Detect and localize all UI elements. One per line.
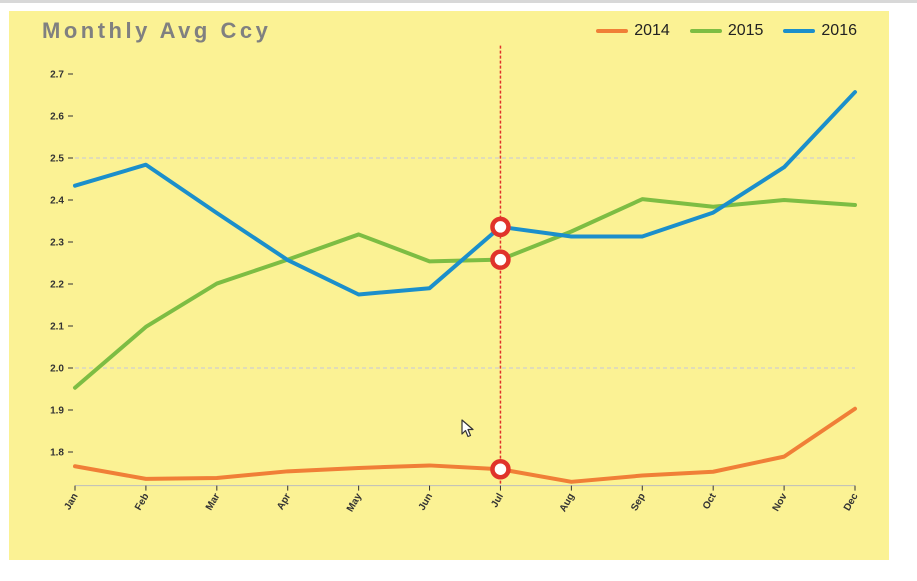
x-tick-label-jun: Jun [417, 492, 435, 513]
y-tick-label-4: 2.2 [50, 280, 64, 291]
x-tick-label-sep: Sep [629, 492, 648, 513]
y-tick-label-5: 2.3 [50, 238, 64, 249]
hover-marker-2016 [490, 216, 511, 238]
y-tick-label-0: 1.8 [50, 448, 64, 459]
x-tick-label-mar: Mar [204, 492, 222, 513]
legend-label-2016: 2016 [821, 22, 857, 39]
x-tick-label-oct: Oct [701, 491, 719, 512]
legend-swatch-2016 [783, 29, 816, 33]
y-tick-label-9: 2.7 [50, 70, 64, 81]
x-tick-label-nov: Nov [771, 491, 790, 513]
legend-swatch-2015 [689, 29, 722, 33]
x-tick-label-jul: Jul [489, 491, 506, 509]
x-tick-label-feb: Feb [133, 492, 151, 513]
y-tick-label-8: 2.6 [50, 112, 64, 123]
hover-marker-2015 [490, 249, 511, 270]
legend-item-2016[interactable]: 2016 [783, 22, 857, 40]
legend: 2014 2015 2016 [576, 22, 857, 40]
x-tick-label-may: May [345, 491, 364, 514]
hover-marker-2014 [490, 458, 511, 480]
top-border [0, 0, 917, 3]
x-tick-label-dec: Dec [842, 491, 861, 513]
x-tick-label-jan: Jan [62, 492, 80, 512]
y-tick-label-2: 2.0 [50, 364, 64, 375]
mouse-pointer-icon [461, 419, 474, 438]
chart-title: Monthly Avg Ccy [42, 18, 272, 43]
x-tick-label-apr: Apr [275, 492, 293, 513]
legend-item-2015[interactable]: 2015 [689, 22, 764, 40]
series-line-2015 [73, 197, 857, 390]
legend-swatch-2014 [596, 29, 629, 33]
y-tick-label-6: 2.4 [50, 196, 64, 207]
legend-label-2014: 2014 [634, 22, 670, 39]
series-line-2016 [73, 90, 857, 297]
series-line-2014 [73, 406, 857, 484]
x-tick-label-aug: Aug [558, 492, 577, 514]
chart-panel [9, 11, 889, 560]
legend-item-2014[interactable]: 2014 [596, 22, 670, 40]
legend-label-2015: 2015 [727, 22, 764, 39]
y-tick-label-1: 1.9 [50, 406, 64, 417]
y-tick-label-7: 2.5 [50, 154, 64, 165]
y-tick-label-3: 2.1 [50, 322, 64, 333]
